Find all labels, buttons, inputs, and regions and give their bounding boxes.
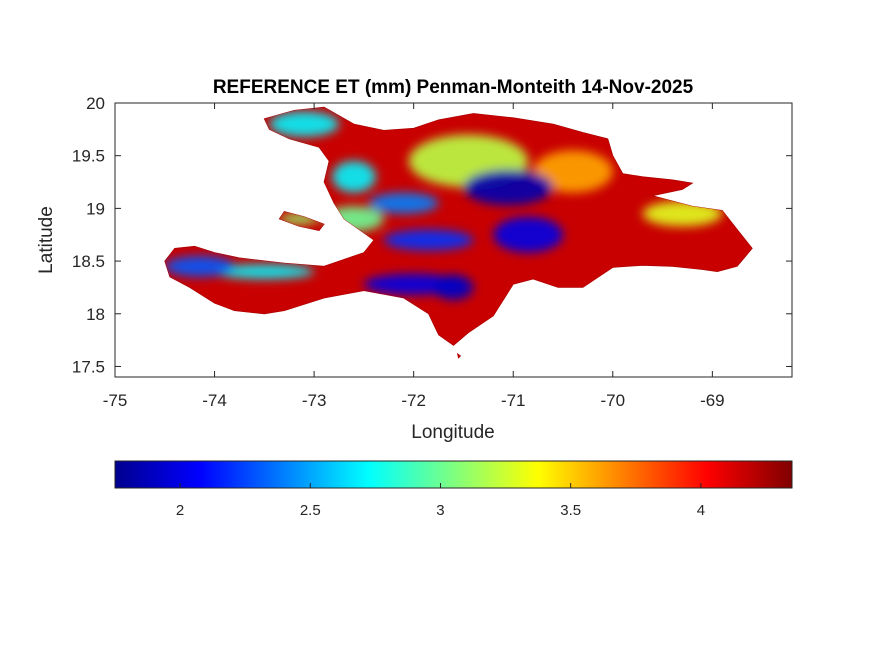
colorbar-tick-label: 4 xyxy=(697,502,705,519)
colorbar-tick-label: 3.5 xyxy=(560,502,581,519)
colorbar-tick-label: 2 xyxy=(176,502,184,519)
colorbar-tick-label: 3 xyxy=(436,502,444,519)
y-axis-label: Latitude xyxy=(36,206,57,274)
colorbar-tick-label: 2.5 xyxy=(300,502,321,519)
et-hotspot xyxy=(642,201,723,227)
et-hotspot xyxy=(368,192,439,214)
et-hotspot xyxy=(214,264,315,279)
colorbar-ticks: 2 2.5 3 3.5 4 xyxy=(176,483,705,519)
x-tick-label: -75 xyxy=(103,391,128,410)
et-hotspot xyxy=(164,255,235,277)
x-tick-label: -70 xyxy=(601,391,626,410)
et-hotspot xyxy=(332,160,376,193)
colorbar xyxy=(114,460,793,489)
et-hotspot xyxy=(433,274,474,301)
map-area xyxy=(164,106,753,359)
et-hotspot xyxy=(533,150,613,193)
x-tick-label: -71 xyxy=(501,391,526,410)
y-tick-label: 18.5 xyxy=(72,252,105,271)
x-tick-label: -72 xyxy=(401,391,426,410)
map-axes-frame xyxy=(114,102,793,378)
x-ticks: -75 -74 -73 -72 -71 -70 -69 xyxy=(103,103,725,410)
x-tick-label: -74 xyxy=(202,391,227,410)
et-hotspot xyxy=(383,229,474,251)
x-axis-label: Longitude xyxy=(411,422,494,443)
land-mass xyxy=(164,106,753,359)
y-tick-label: 17.5 xyxy=(72,357,105,376)
beata-island xyxy=(456,352,462,359)
et-hotspot xyxy=(493,216,564,253)
y-tick-label: 18 xyxy=(86,305,105,324)
x-tick-label: -69 xyxy=(700,391,725,410)
x-tick-label: -73 xyxy=(302,391,327,410)
y-tick-label: 19.5 xyxy=(72,147,105,166)
y-ticks: 17.5 18 18.5 19 19.5 20 xyxy=(72,94,792,376)
y-tick-label: 19 xyxy=(86,199,105,218)
map-title: REFERENCE ET (mm) Penman-Monteith 14-Nov… xyxy=(213,77,694,98)
et-hotspot xyxy=(463,169,554,206)
et-hotspot xyxy=(269,111,340,137)
et-hotspot xyxy=(324,206,384,232)
y-tick-label: 20 xyxy=(86,94,105,113)
